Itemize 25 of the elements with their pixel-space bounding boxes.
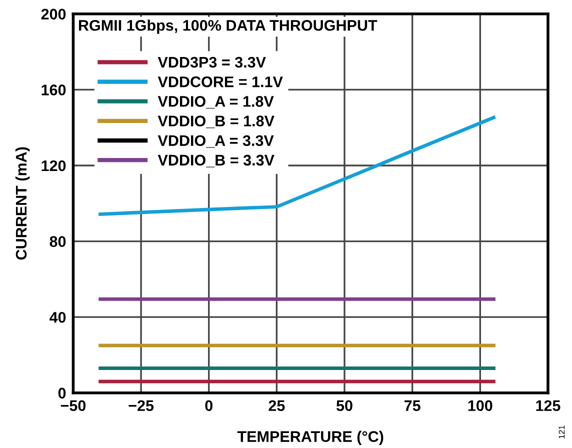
x-tick-label: 25 (268, 400, 285, 412)
line-series (98, 116, 496, 216)
y-tick-label: 40 (50, 312, 66, 323)
y-tick-label: 160 (42, 84, 66, 96)
x-tick-label: −50 (60, 400, 86, 412)
y-tick-label: 80 (50, 236, 66, 247)
x-tick-label: 75 (404, 400, 420, 412)
y-tick-label: 120 (42, 160, 66, 172)
x-tick-label: 50 (336, 400, 352, 412)
chart-title: RGMII 1Gbps, 100% DATA THROUGHPUT (78, 20, 378, 34)
x-tick-label: 100 (468, 400, 492, 412)
y-axis-title: CURRENT (mA) (15, 147, 30, 260)
x-tick-label: 0 (205, 400, 212, 412)
legend-label: VDDIO_A = 3.3V (158, 135, 274, 148)
legend-label: VDDIO_B = 3.3V (158, 154, 274, 168)
x-tick-label: 125 (536, 400, 560, 412)
legend-label: VDDCORE = 1.1V (158, 76, 283, 88)
y-tick-label: 200 (41, 8, 66, 20)
text: 121 (558, 426, 565, 438)
y-tick-label: 0 (58, 388, 66, 399)
legend-label: VDDIO_A = 1.8V (158, 96, 274, 109)
legend-label: VDD3P3 = 3.3V (158, 56, 266, 68)
legend-label: VDDIO_B = 1.8V (158, 116, 274, 128)
x-tick-label: −25 (128, 400, 154, 412)
x-axis-title: TEMPERATURE (°C) (237, 430, 384, 445)
